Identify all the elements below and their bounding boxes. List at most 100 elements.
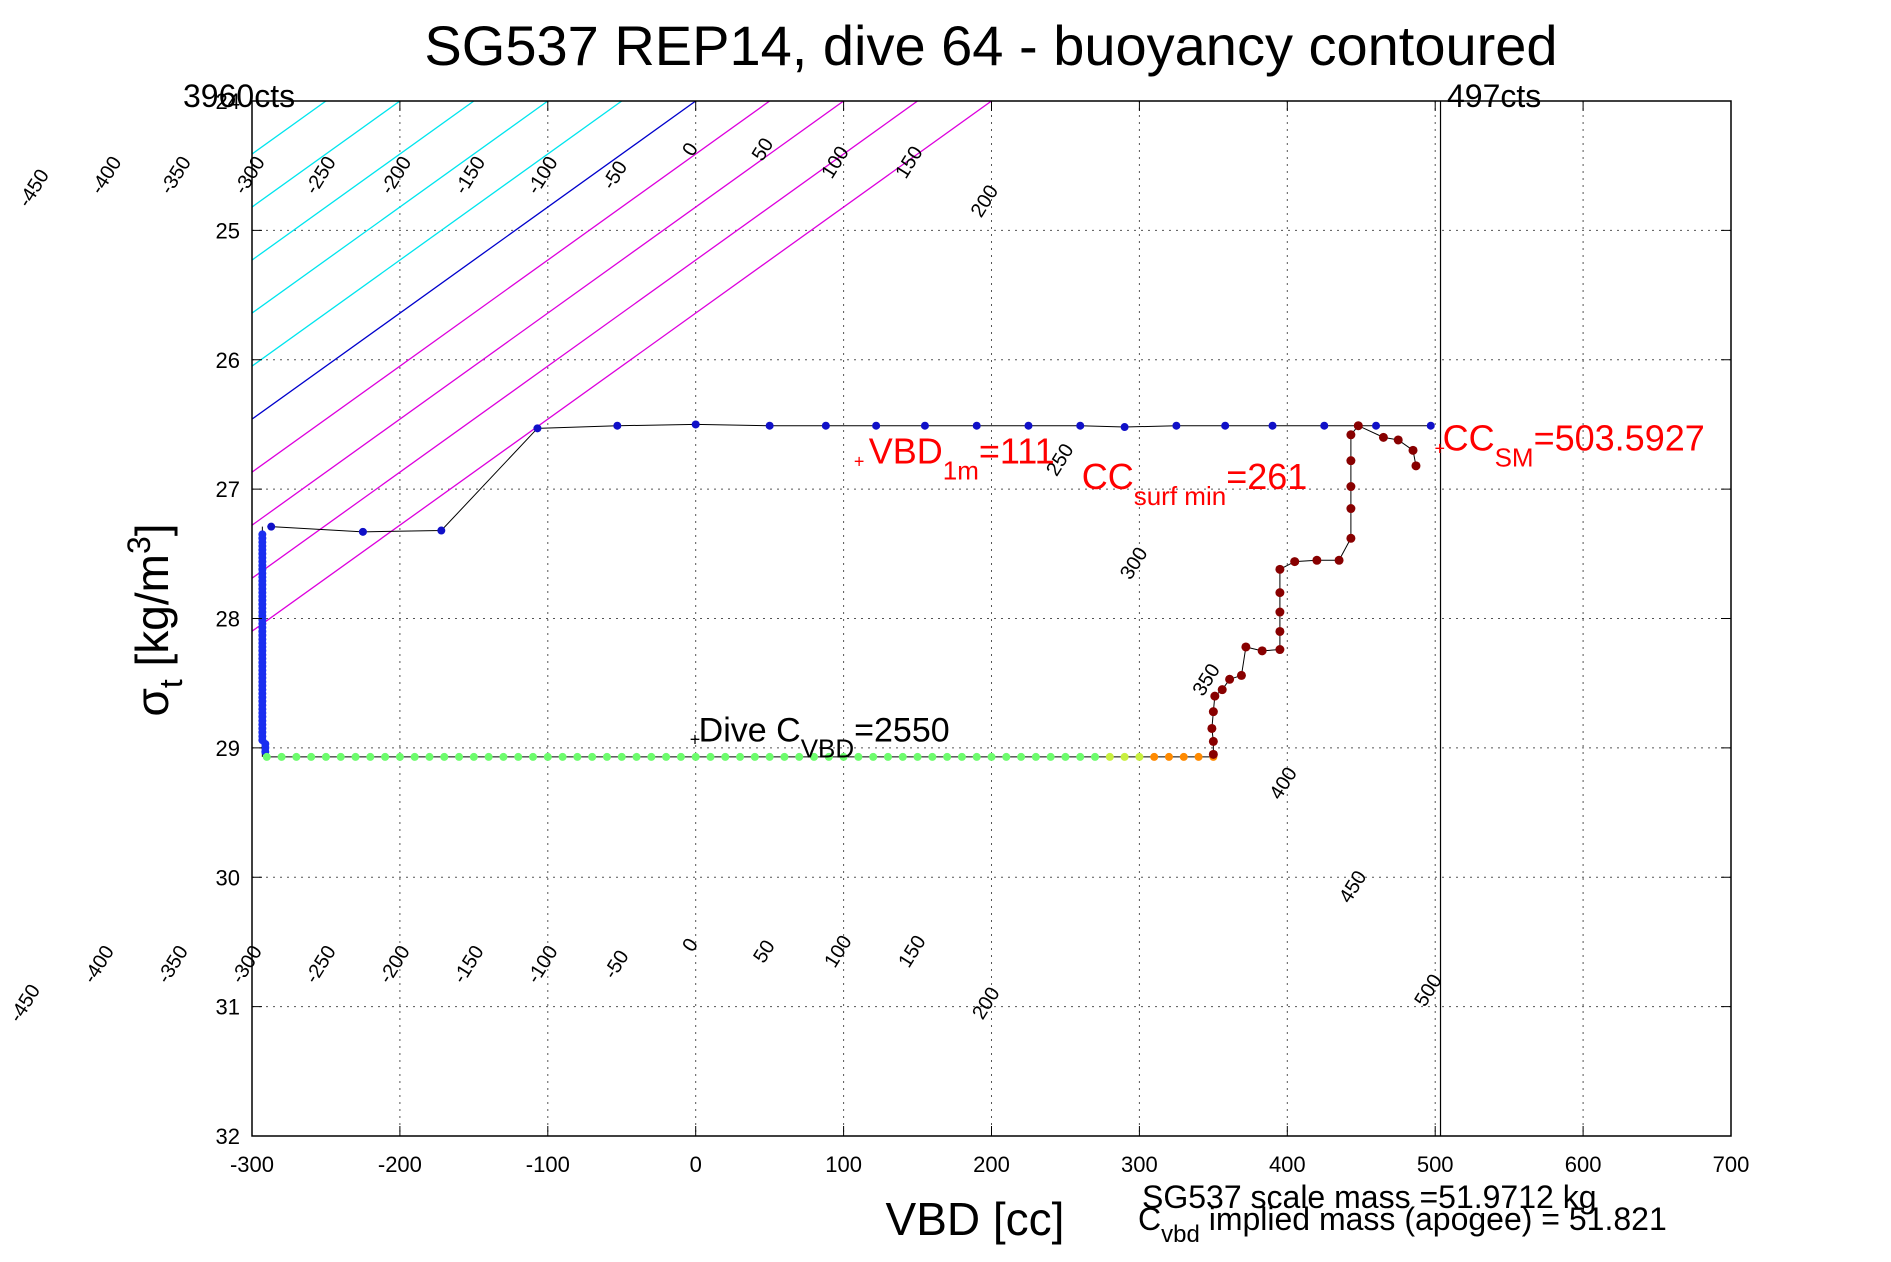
data-point: [810, 752, 819, 761]
data-point: [647, 752, 656, 761]
data-point: [573, 752, 582, 761]
data-point: [795, 752, 804, 761]
data-point: [750, 752, 759, 761]
data-point: [484, 752, 493, 761]
data-point: [1076, 752, 1085, 761]
data-point: [1179, 752, 1188, 761]
data-point: [821, 421, 830, 430]
data-point: [1346, 482, 1356, 492]
data-point: [872, 421, 881, 430]
data-point: [469, 752, 478, 761]
x-tick-label: 400: [1269, 1152, 1306, 1177]
descent-path: [271, 423, 1431, 533]
data-point: [1346, 533, 1356, 543]
data-point: [1061, 752, 1070, 761]
x-tick-label: -100: [526, 1152, 570, 1177]
y-tick-label: 28: [216, 607, 240, 632]
x-tick-label: 300: [1121, 1152, 1158, 1177]
data-point: [262, 752, 271, 761]
data-point: [336, 752, 345, 761]
data-point: [440, 752, 449, 761]
contour-label: -450: [5, 981, 45, 1027]
data-point: [1135, 752, 1144, 761]
vbd-1m-label-value: =111: [979, 430, 1055, 471]
data-point: [307, 752, 316, 761]
contour-line: [252, 101, 623, 367]
data-point: [543, 752, 552, 761]
data-point: [1194, 752, 1203, 761]
contour-label: -450: [14, 166, 54, 212]
data-point: [1290, 557, 1300, 567]
x-tick-label: 100: [825, 1152, 862, 1177]
counts-left-label: 3960cts: [183, 78, 295, 114]
y-tick-label: 32: [216, 1124, 240, 1149]
contour-label: -400: [79, 942, 119, 988]
data-point: [632, 752, 641, 761]
dive-cvbd-label-sub: VBD: [801, 733, 854, 763]
data-point: [1346, 456, 1356, 466]
cc-surf-min-label: CCsurf min=261: [1082, 456, 1308, 511]
contour-line: [252, 101, 697, 420]
data-point: [1312, 555, 1322, 565]
data-point: [351, 752, 360, 761]
data-point: [277, 752, 286, 761]
svg-text:σt [kg/m3]: σt [kg/m3]: [121, 523, 189, 716]
data-point: [869, 752, 878, 761]
dive-cvbd-label-text: Dive C: [699, 711, 801, 749]
data-point: [395, 752, 404, 761]
data-point: [928, 752, 937, 761]
contour-line: [252, 101, 549, 314]
data-point: [1120, 423, 1129, 432]
y-tick-label: 25: [216, 218, 240, 243]
data-point: [533, 424, 542, 433]
y-tick-label: 27: [216, 477, 240, 502]
data-point: [736, 752, 745, 761]
data-point: [1408, 445, 1418, 455]
y-axis-label: σt [kg/m3]: [121, 523, 189, 716]
data-point: [1275, 564, 1285, 574]
dive-cvbd-label-value: =2550: [854, 711, 950, 749]
data-point: [780, 752, 789, 761]
cc-sm-label-value: =503.5927: [1534, 417, 1705, 458]
data-point: [588, 752, 597, 761]
data-point: [1024, 421, 1033, 430]
data-point: [617, 752, 626, 761]
data-point: [1275, 645, 1285, 655]
data-point: [602, 752, 611, 761]
data-point: [1346, 430, 1356, 440]
chart-title: SG537 REP14, dive 64 - buoyancy contoure…: [424, 14, 1557, 77]
ascent-path: [1211, 425, 1417, 755]
data-point: [358, 527, 367, 536]
y-tick-label: 30: [216, 865, 240, 890]
data-point: [381, 752, 390, 761]
x-tick-label: -200: [378, 1152, 422, 1177]
x-axis-label: VBD [cc]: [886, 1193, 1065, 1245]
vbd-1m-label-text: VBD: [869, 430, 943, 471]
data-point: [1225, 674, 1235, 684]
data-point: [1346, 504, 1356, 514]
contour-label: -400: [86, 153, 126, 199]
cc-surf-min-label-text: CC: [1082, 456, 1134, 497]
data-point: [1334, 555, 1344, 565]
data-point: [514, 752, 523, 761]
data-point: [267, 522, 276, 531]
contour-line: [252, 101, 771, 473]
data-point: [1208, 707, 1218, 717]
data-point: [920, 421, 929, 430]
x-tick-label: 500: [1417, 1152, 1454, 1177]
data-point: [1208, 749, 1218, 759]
data-point: [883, 752, 892, 761]
contour-line: [252, 101, 918, 580]
data-point: [437, 526, 446, 535]
data-point: [839, 752, 848, 761]
grid: [252, 101, 1731, 1136]
cc-surf-min-label-sub: surf min: [1134, 481, 1226, 511]
data-point: [1207, 723, 1217, 733]
cc-sm-label-sub: SM: [1495, 442, 1534, 472]
data-point: [1150, 752, 1159, 761]
data-point: [1275, 626, 1285, 636]
contour-label: -350: [153, 942, 193, 988]
data-point: [1320, 421, 1329, 430]
data-point: [366, 752, 375, 761]
cvbd-prefix: C: [1138, 1201, 1161, 1237]
